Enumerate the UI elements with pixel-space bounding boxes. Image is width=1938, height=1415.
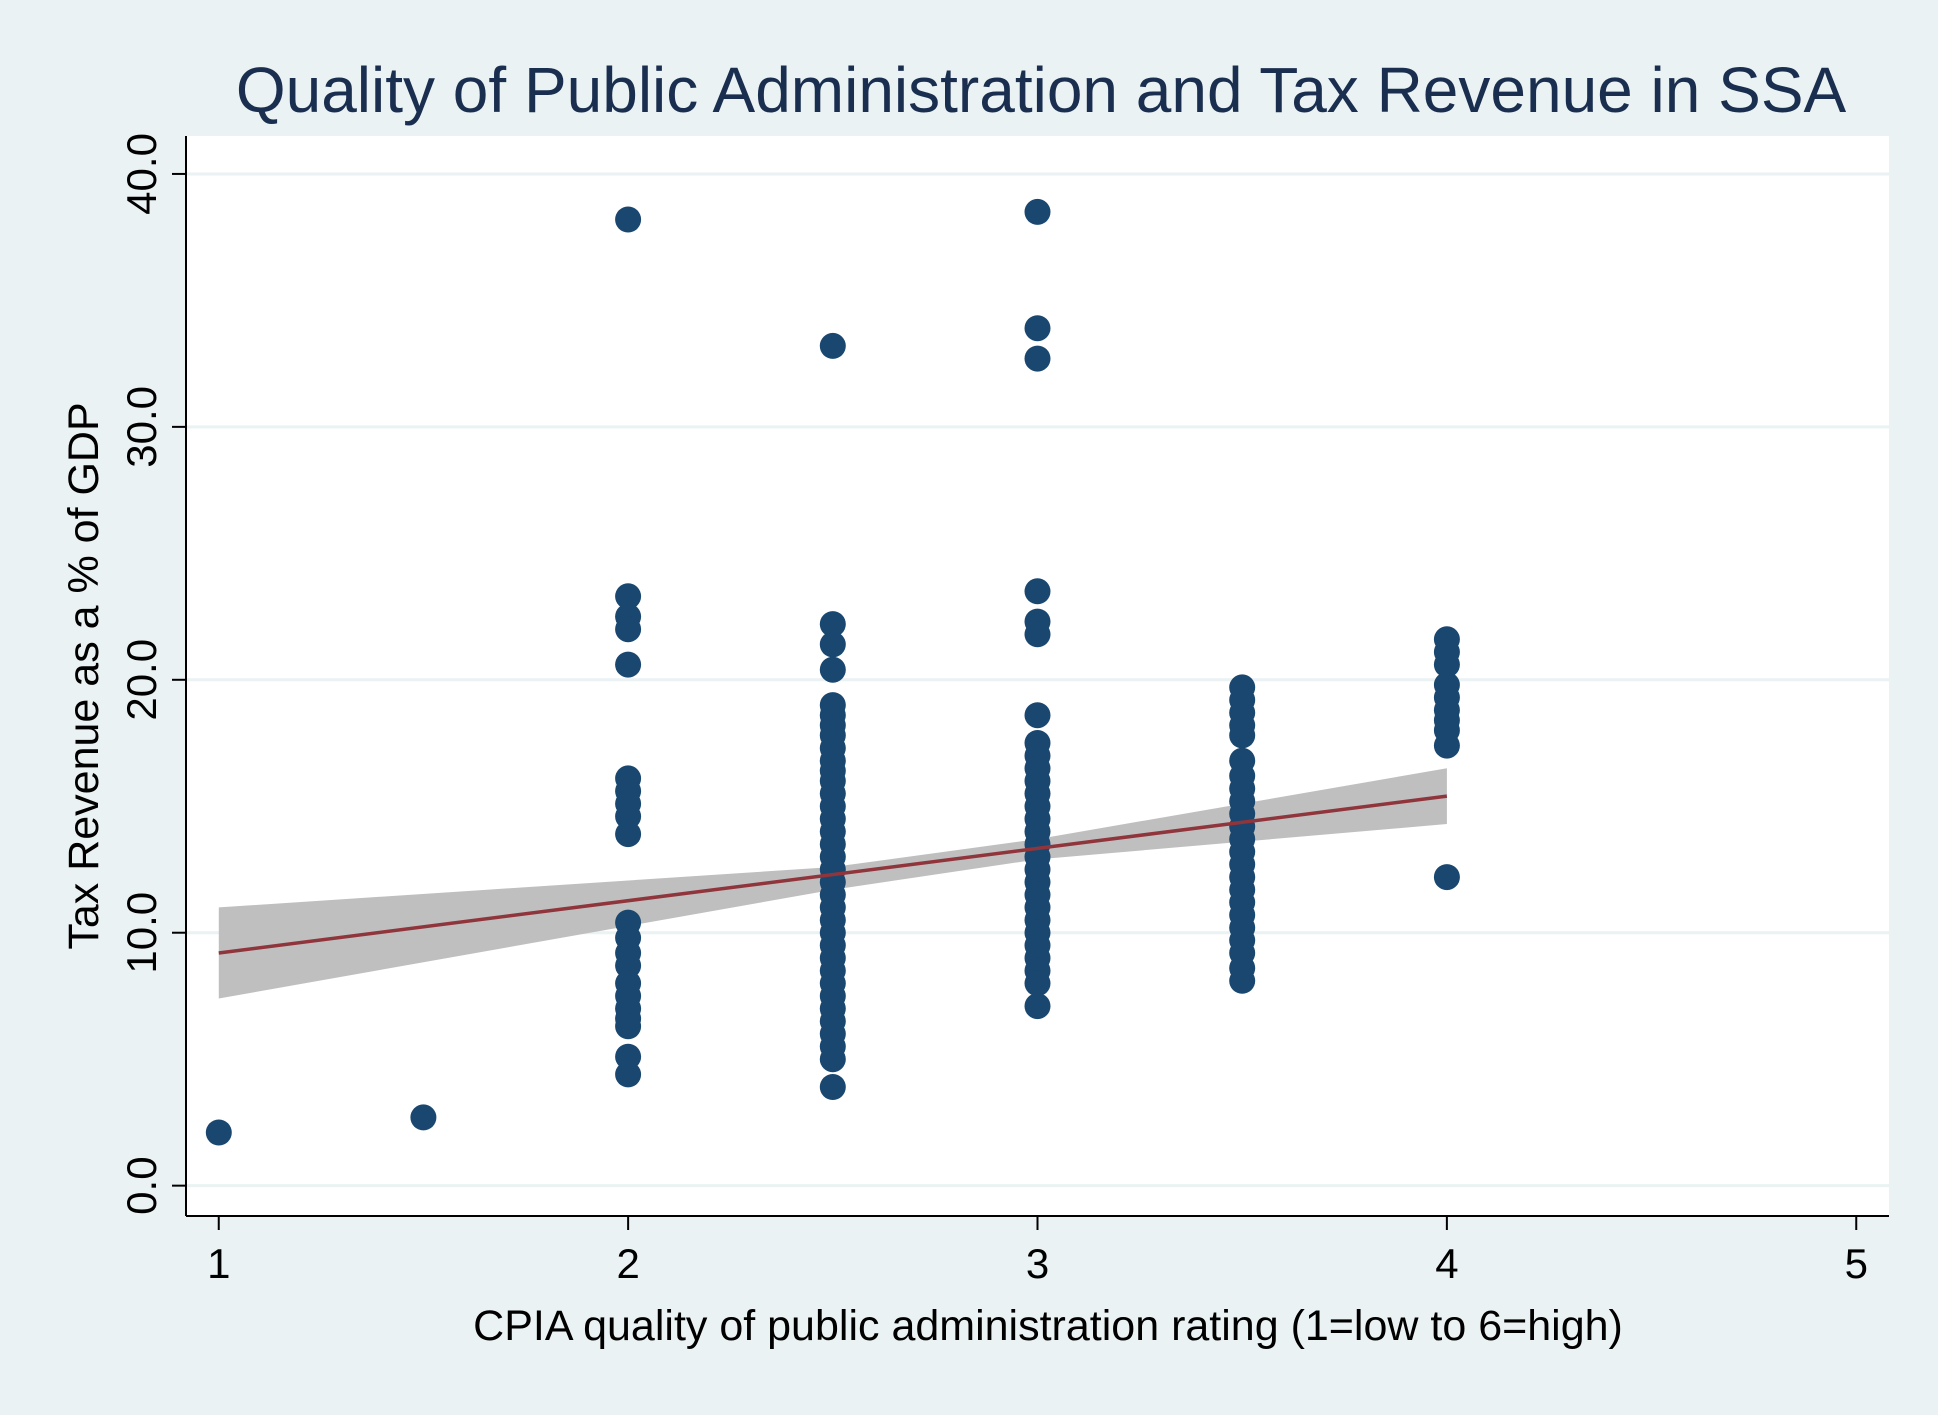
chart-title: Quality of Public Administration and Tax… bbox=[236, 54, 1847, 126]
y-tick-label: 40.0 bbox=[118, 133, 165, 215]
data-point bbox=[1024, 970, 1051, 997]
data-point bbox=[615, 1061, 642, 1088]
y-tick-label: 0.0 bbox=[118, 1156, 165, 1214]
y-tick-label: 10.0 bbox=[118, 892, 165, 974]
x-tick-label: 4 bbox=[1435, 1240, 1458, 1287]
data-point bbox=[819, 631, 846, 658]
fit-line-group bbox=[218, 794, 1448, 955]
data-point bbox=[205, 1119, 232, 1146]
x-tick-label: 2 bbox=[616, 1240, 639, 1287]
data-point bbox=[1024, 621, 1051, 648]
data-point bbox=[1024, 345, 1051, 372]
data-point bbox=[1024, 315, 1051, 342]
data-points bbox=[205, 198, 1460, 1146]
data-point bbox=[1433, 732, 1460, 759]
data-point bbox=[1433, 864, 1460, 891]
data-point bbox=[1024, 578, 1051, 605]
fit-line bbox=[218, 794, 1448, 955]
x-axis-label: CPIA quality of public administration ra… bbox=[473, 1302, 1623, 1350]
data-point bbox=[819, 1074, 846, 1100]
y-axis-label: Tax Revenue as a % of GDP bbox=[60, 402, 108, 949]
x-tick-label: 3 bbox=[1026, 1240, 1049, 1287]
plot-area bbox=[186, 136, 1889, 1216]
data-point bbox=[615, 616, 642, 643]
data-point bbox=[615, 583, 642, 610]
data-point bbox=[1229, 722, 1256, 749]
data-point bbox=[410, 1104, 437, 1131]
data-point bbox=[1024, 198, 1051, 225]
x-axis-ticks: 1 2 3 4 5 bbox=[207, 1216, 1868, 1287]
data-point bbox=[615, 206, 642, 233]
data-point bbox=[615, 1013, 642, 1040]
data-point bbox=[615, 821, 642, 848]
x-tick-label: 1 bbox=[207, 1240, 230, 1287]
data-point bbox=[819, 1046, 846, 1073]
data-point bbox=[615, 651, 642, 678]
data-point bbox=[819, 656, 846, 683]
data-point bbox=[1229, 967, 1256, 994]
y-tick-label: 30.0 bbox=[118, 386, 165, 468]
data-point bbox=[1024, 702, 1051, 729]
x-tick-label: 5 bbox=[1845, 1240, 1868, 1287]
y-axis-ticks: 0.0 10.0 20.0 30.0 40.0 bbox=[118, 133, 186, 1215]
data-point bbox=[1024, 993, 1051, 1020]
y-tick-label: 20.0 bbox=[118, 639, 165, 721]
data-point bbox=[1433, 651, 1460, 678]
data-point bbox=[819, 332, 846, 359]
data-point bbox=[819, 611, 846, 638]
